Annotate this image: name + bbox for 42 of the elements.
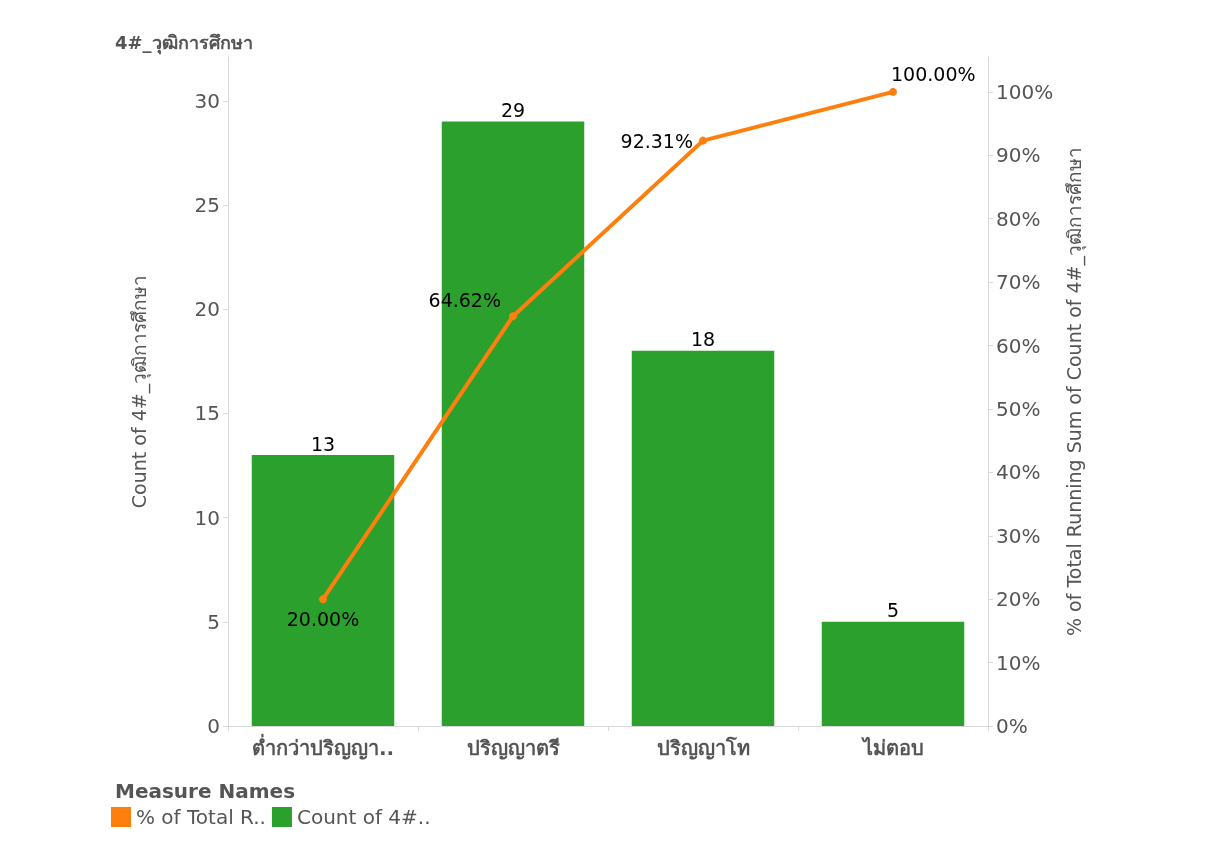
y-tick-label: 20 <box>194 297 220 322</box>
point <box>509 312 517 321</box>
y2-tick-label: 70% <box>996 270 1041 295</box>
y-tick-label: 0 <box>207 714 220 738</box>
legend-label: % of Total R.. <box>136 805 266 829</box>
data-label: 29 <box>500 99 526 122</box>
y-tick-label: 10 <box>194 505 220 530</box>
point <box>889 87 897 96</box>
bar <box>631 350 775 726</box>
chart-title: 4#_วุฒิการศึกษา <box>115 31 253 55</box>
data-label: 5 <box>886 599 900 622</box>
y2-tick-label: 60% <box>996 333 1041 358</box>
y2-tick-label: 50% <box>996 396 1041 421</box>
legend-title: Measure Names <box>115 779 296 803</box>
data-label: 20.00% <box>286 607 360 630</box>
y2-tick-label: 40% <box>996 460 1041 485</box>
y2-tick-label: 0% <box>996 714 1028 738</box>
y2-tick-label: 10% <box>996 650 1041 675</box>
y-tick-label: 30 <box>194 88 220 113</box>
x-tick-label: ปริญญาโท <box>656 736 750 760</box>
data-label: 13 <box>310 432 336 455</box>
data-label: 18 <box>690 328 716 351</box>
point <box>319 595 327 604</box>
y-tick-label: 5 <box>207 609 220 634</box>
y-tick-label: 25 <box>194 192 220 217</box>
y2-tick-label: 90% <box>996 143 1041 168</box>
y2-tick-label: 100% <box>996 79 1054 104</box>
bar <box>251 455 395 726</box>
x-tick-label: ปริญญาตรี <box>466 736 560 760</box>
y2-tick-label: 20% <box>996 587 1041 612</box>
y2-axis-title: % of Total Running Sum of Count of 4#_วุฒิการศึกษา <box>1062 146 1087 637</box>
y-tick-label: 15 <box>194 401 220 426</box>
point <box>699 136 707 145</box>
legend-label: Count of 4#.. <box>296 805 431 829</box>
y-axis-title: Count of 4#_วุฒิการศึกษา <box>127 274 152 509</box>
y2-tick-label: 80% <box>996 206 1041 231</box>
data-label: 100.00% <box>891 62 976 85</box>
y2-tick-label: 30% <box>996 523 1041 548</box>
bar <box>821 621 965 726</box>
data-label: 92.31% <box>620 129 693 152</box>
x-tick-label: ไม่ตอบ <box>860 736 924 760</box>
x-tick-label: ต่ำกว่าปริญญา.. <box>251 733 395 760</box>
